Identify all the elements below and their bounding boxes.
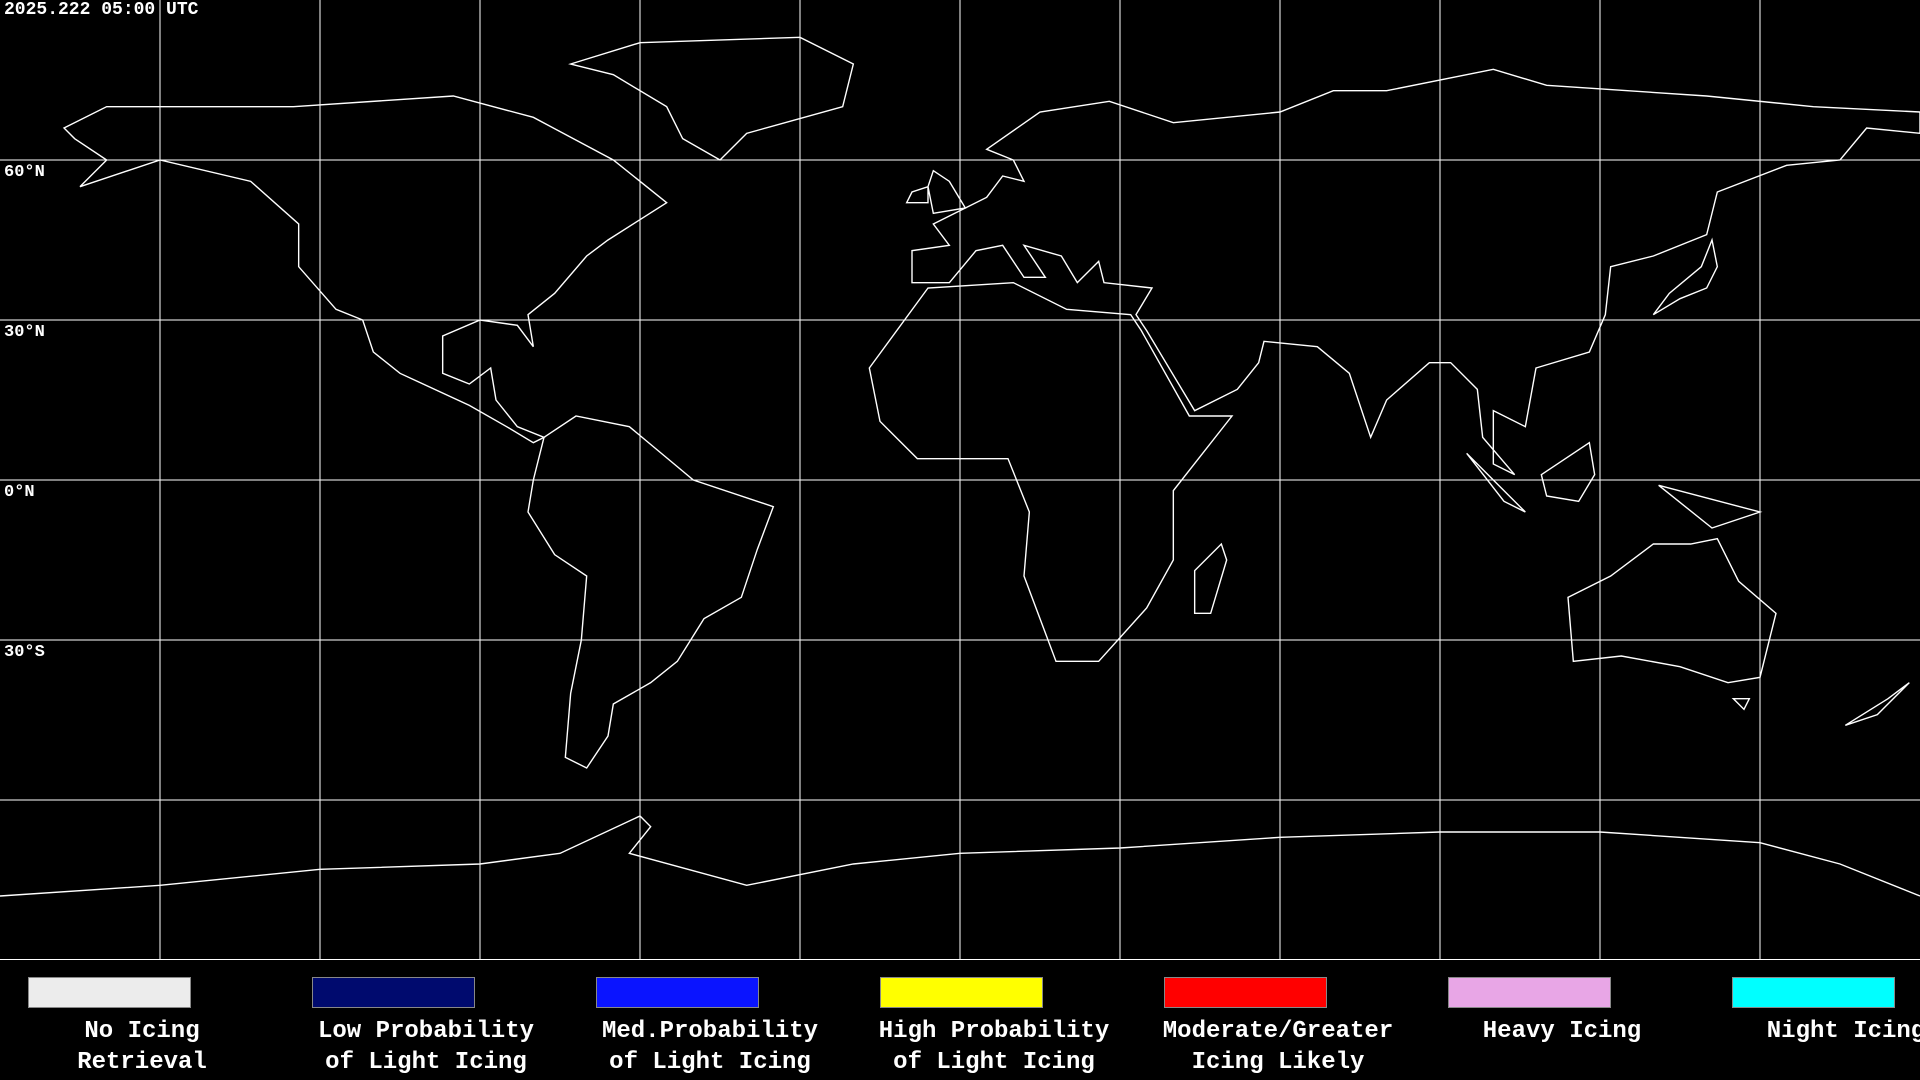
map [0, 0, 1920, 960]
japan [1653, 240, 1717, 315]
islands [1467, 443, 1910, 726]
legend-swatch [1448, 977, 1611, 1008]
legend-swatch [1164, 977, 1327, 1008]
legend-label: Retrieval [77, 1049, 207, 1076]
legend-item: Heavy Icing [1420, 977, 1704, 1047]
legend: No Icing Retrieval Low Probability of Light… [0, 960, 1920, 1080]
latitude-label: 30°N [4, 323, 45, 342]
legend-label: Moderate/Greater [1162, 1018, 1394, 1045]
greenland [571, 37, 854, 160]
legend-swatch [596, 977, 759, 1008]
graticule [0, 0, 1920, 960]
legend-item: Night Icing [1704, 977, 1920, 1047]
legend-swatch [28, 977, 191, 1008]
legend-label: Low Probability [317, 1018, 535, 1045]
legend-swatch [880, 977, 1043, 1008]
legend-label: No Icing [84, 1018, 200, 1045]
legend-label: of Light Icing [609, 1049, 811, 1076]
legend-item: Moderate/Greater Icing Likely [1136, 977, 1420, 1078]
legend-label: Icing Likely [1191, 1049, 1365, 1076]
latitude-label: 0°N [4, 483, 35, 502]
latitude-label: 30°S [4, 643, 45, 662]
legend-label: of Light Icing [893, 1049, 1095, 1076]
legend-label: of Light Icing [325, 1049, 527, 1076]
latitude-label: 60°N [4, 163, 45, 182]
legend-swatch [312, 977, 475, 1008]
legend-item: Low Probability of Light Icing [284, 977, 568, 1078]
africa [869, 283, 1232, 662]
coastlines [0, 37, 1920, 896]
legend-label: Med.Probability [601, 1018, 819, 1045]
timestamp: 2025.222 05:00 UTC [4, 0, 199, 20]
australia [1568, 539, 1776, 710]
legend-label: Heavy Icing [1482, 1018, 1642, 1045]
legend-item: No Icing Retrieval [0, 977, 284, 1078]
legend-item: High Probability of Light Icing [852, 977, 1136, 1078]
eurasia [912, 69, 1920, 474]
legend-label: Night Icing [1766, 1018, 1920, 1045]
legend-label: High Probability [878, 1018, 1110, 1045]
legend-item: Med.Probability of Light Icing [568, 977, 852, 1078]
south-america [528, 416, 773, 768]
madagascar [1195, 544, 1227, 613]
legend-swatch [1732, 977, 1895, 1008]
